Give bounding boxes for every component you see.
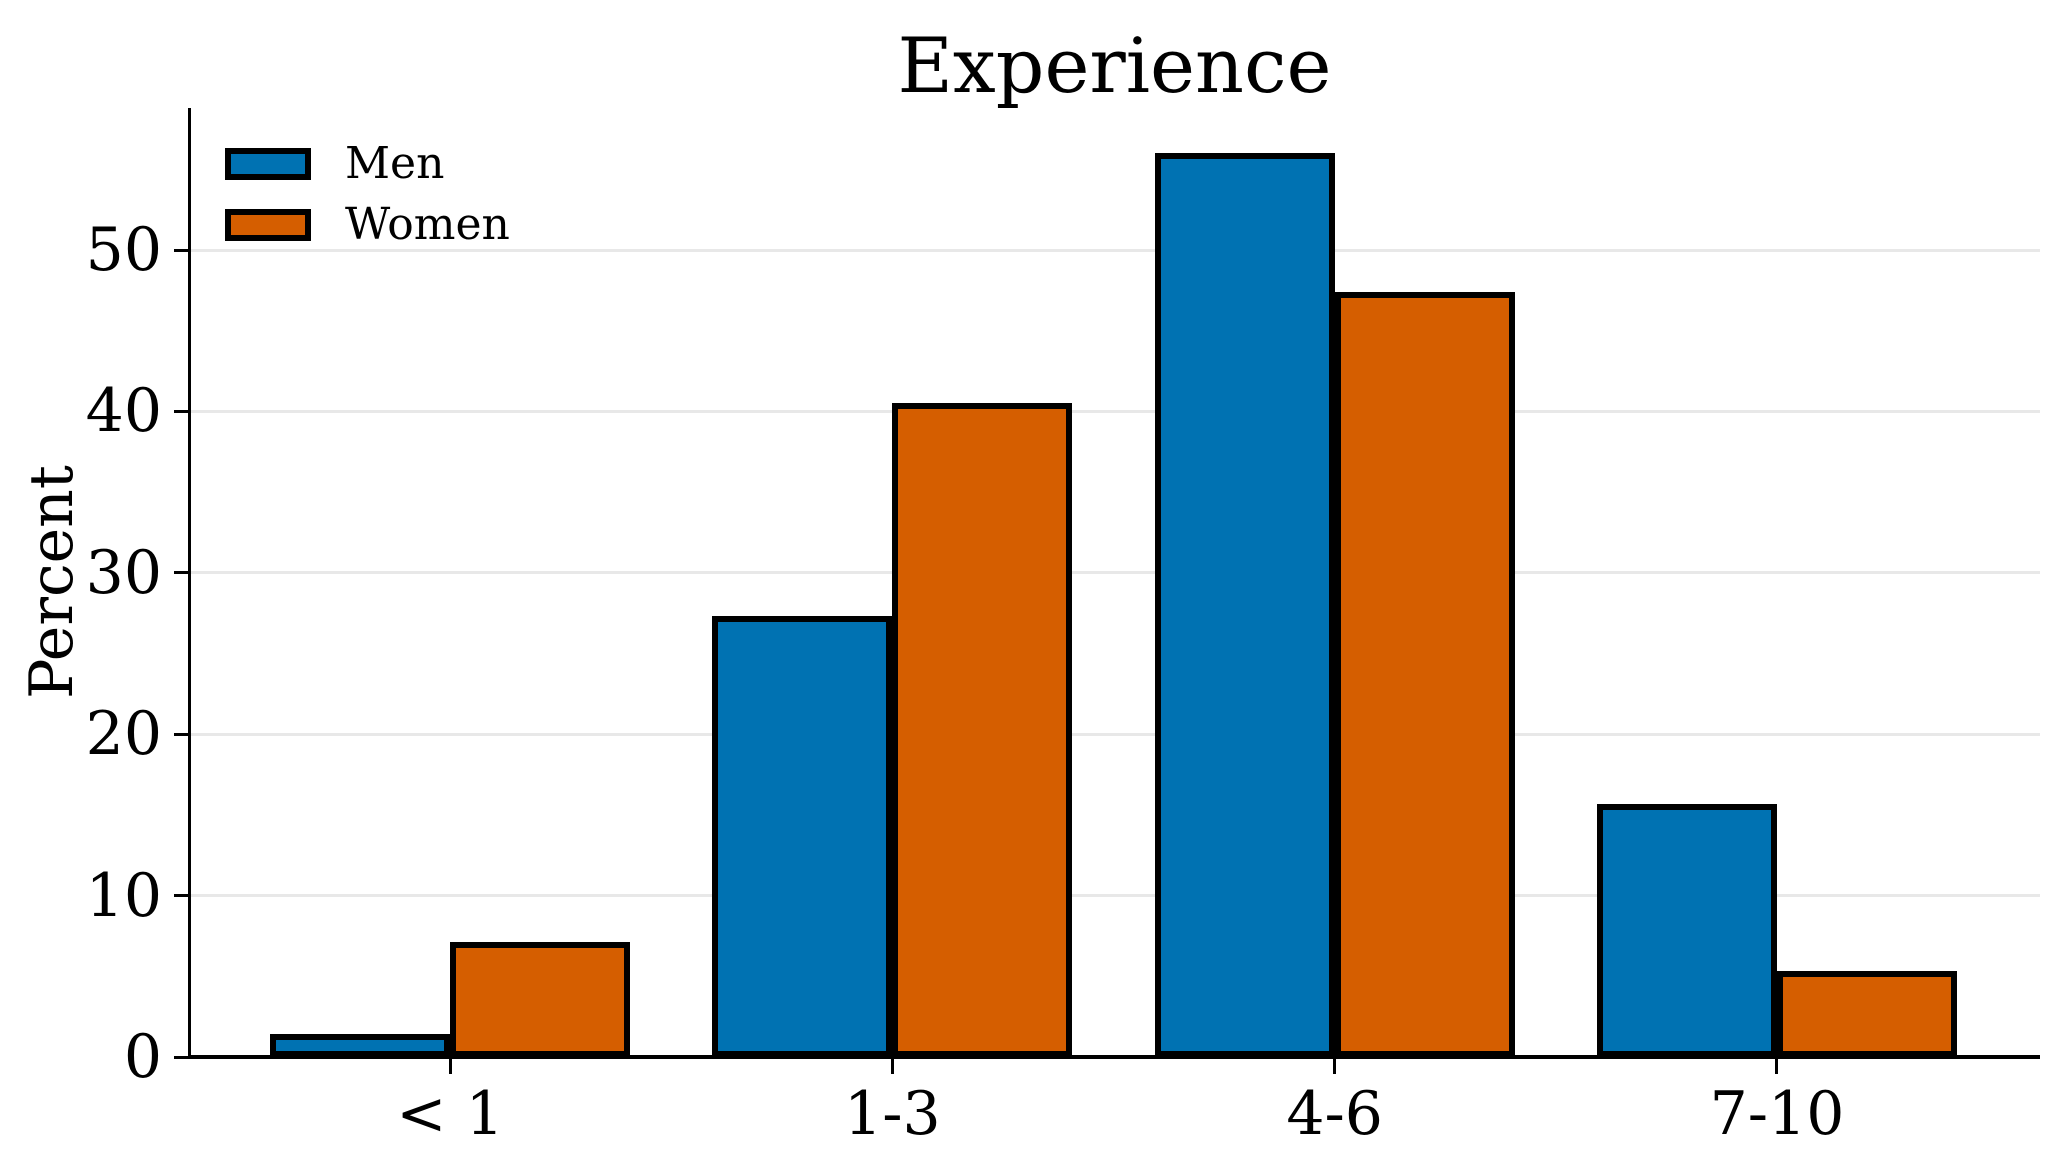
y-tick-30 <box>174 571 189 575</box>
x-tick-label-4: 7-10 <box>1709 1079 1845 1149</box>
x-tick-label-1: < 1 <box>396 1079 504 1149</box>
legend-label-women: Women <box>345 199 510 250</box>
x-tick-label-3: 4-6 <box>1286 1079 1383 1149</box>
bar-women-2 <box>892 403 1073 1057</box>
x-tick-3 <box>1333 1059 1337 1074</box>
y-tick-20 <box>174 732 189 736</box>
x-tick-2 <box>890 1059 894 1074</box>
bar-men-1 <box>270 1034 450 1057</box>
y-tick-label-20: 20 <box>85 699 162 770</box>
y-tick-label-30: 30 <box>85 537 162 608</box>
x-tick-4 <box>1775 1059 1779 1074</box>
gridline-10 <box>189 894 2040 898</box>
y-tick-10 <box>174 894 189 898</box>
legend-label-men: Men <box>345 138 445 189</box>
y-tick-50 <box>174 248 189 252</box>
gridline-40 <box>189 409 2040 413</box>
y-tick-0 <box>174 1055 189 1059</box>
bar-men-3 <box>1154 153 1335 1057</box>
legend-swatch-men <box>225 148 311 180</box>
bar-men-2 <box>712 616 893 1057</box>
y-tick-label-0: 0 <box>123 1022 162 1092</box>
gridline-30 <box>189 571 2040 575</box>
x-tick-label-2: 1-3 <box>844 1079 941 1149</box>
y-axis-spine <box>187 108 191 1059</box>
bar-women-4 <box>1776 971 1957 1057</box>
gridline-50 <box>189 248 2040 252</box>
y-tick-label-10: 10 <box>85 860 162 931</box>
x-tick-1 <box>448 1059 452 1074</box>
y-tick-40 <box>174 409 189 413</box>
bar-women-3 <box>1334 291 1515 1057</box>
y-tick-label-40: 40 <box>85 376 162 447</box>
gridline-20 <box>189 732 2040 736</box>
chart-title: Experience <box>897 21 1332 110</box>
legend-swatch-women <box>225 209 311 241</box>
x-axis-spine <box>187 1055 2040 1059</box>
y-tick-label-50: 50 <box>85 215 162 286</box>
bar-women-1 <box>450 942 630 1057</box>
bar-men-4 <box>1596 803 1777 1057</box>
